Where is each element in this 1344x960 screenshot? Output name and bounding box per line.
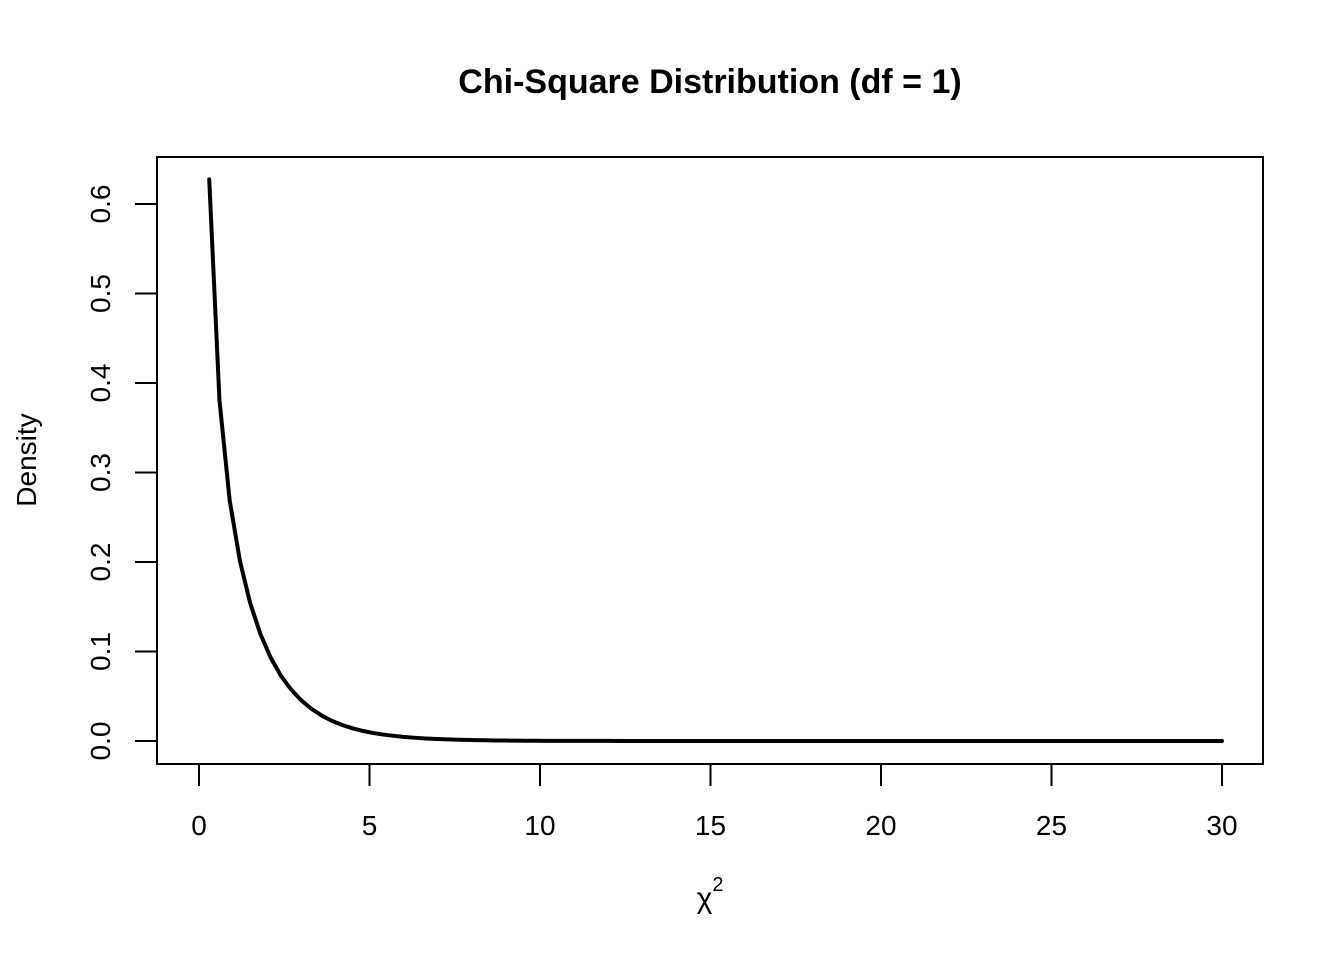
x-tick-label: 15 [695, 810, 726, 841]
y-tick-label: 0.0 [85, 722, 116, 761]
series-group [207, 177, 1224, 743]
y-tick-label: 0.6 [85, 185, 116, 224]
x-axis-label-base: χ [697, 882, 713, 915]
x-tick-label: 25 [1036, 810, 1067, 841]
y-tick-label: 0.2 [85, 543, 116, 582]
y-axis: 0.0 0.1 0.2 0.3 0.4 0.5 0.6 [85, 185, 158, 761]
x-tick-label: 0 [191, 810, 207, 841]
x-axis: 0 5 10 15 20 25 30 [191, 763, 1238, 841]
x-tick-label: 10 [524, 810, 555, 841]
y-tick-label: 0.4 [85, 364, 116, 403]
plot-frame [156, 156, 1264, 765]
x-tick-label: 30 [1206, 810, 1237, 841]
density-curve [207, 177, 1224, 743]
x-tick-label: 5 [362, 810, 378, 841]
x-axis-label-superscript: 2 [712, 874, 723, 896]
y-tick-label: 0.3 [85, 453, 116, 492]
y-tick-label: 0.5 [85, 274, 116, 313]
y-tick-label: 0.1 [85, 632, 116, 671]
y-axis-label: Density [11, 413, 42, 506]
x-axis-label: χ2 [697, 874, 724, 915]
chart-title: Chi-Square Distribution (df = 1) [458, 63, 961, 101]
x-tick-label: 20 [865, 810, 896, 841]
